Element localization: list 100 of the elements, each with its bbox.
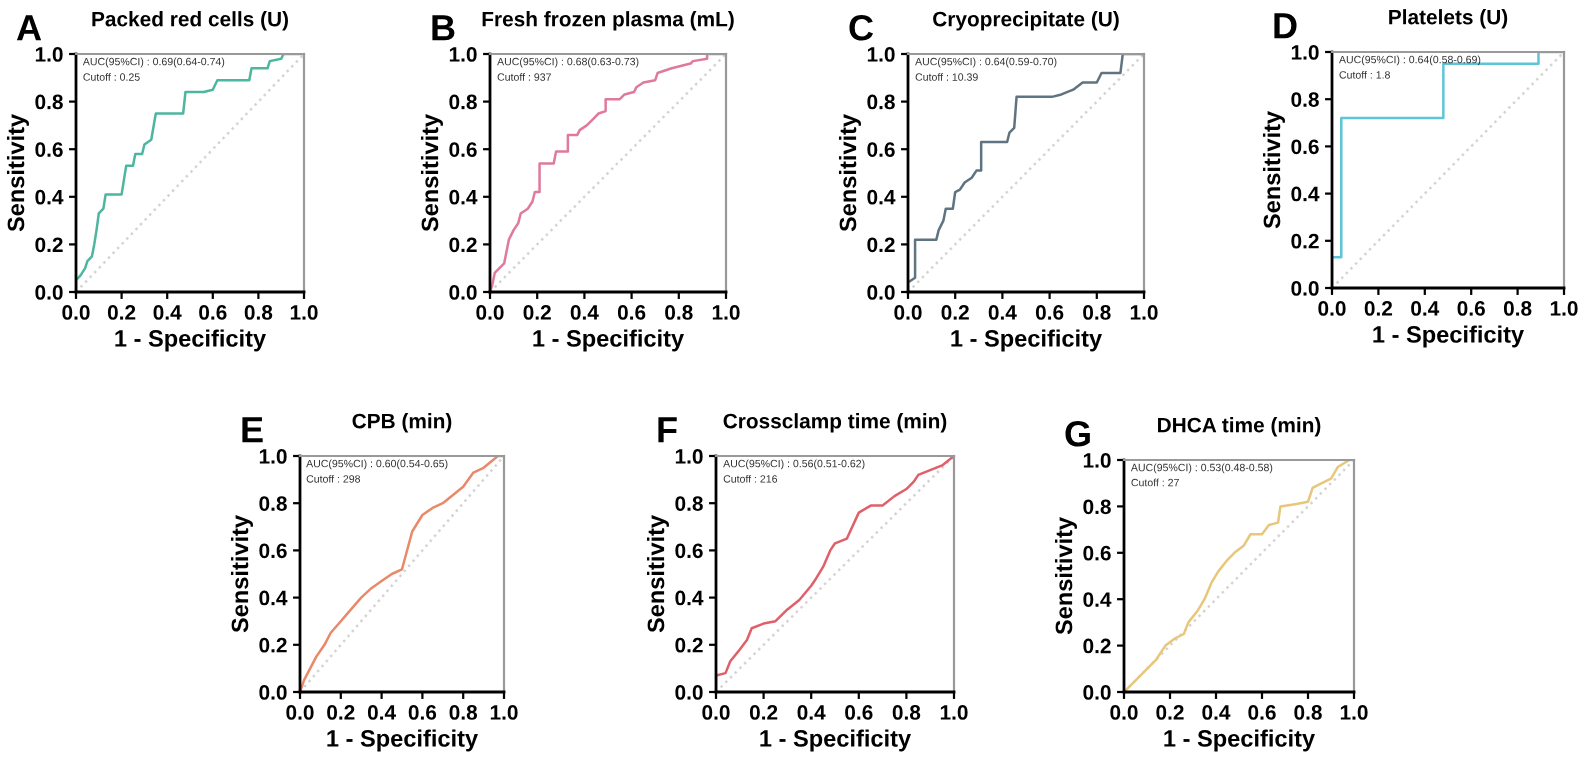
y-tick-label: 0.6 [35,142,63,157]
y-axis-title: Sensitivity [1262,111,1285,229]
y-tick-label: 0.0 [449,285,477,300]
y-tick-label: 0.2 [675,637,703,653]
x-tick-label: 0.8 [1503,301,1532,316]
x-tick-label: 0.8 [892,705,921,720]
y-axis-title: Sensitivity [420,114,443,232]
y-tick-label: 0.2 [259,637,287,653]
x-tick-label: 1.0 [940,705,968,720]
y-tick-label: 0.0 [1083,685,1111,700]
y-tick-label: 0.8 [867,94,895,110]
x-tick-label: 0.6 [199,305,227,320]
x-tick-label: 0.2 [941,305,969,320]
y-tick-label: 1.0 [259,449,287,464]
y-tick-label: 1.0 [35,47,63,62]
y-tick-label: 0.4 [259,590,288,606]
y-tick-label: 0.4 [1083,592,1112,607]
x-axis-title: 1 - Specificity [1373,325,1524,348]
y-axis-title: Sensitivity [646,515,669,633]
x-axis-title: 1 - Specificity [533,329,684,352]
y-tick-label: 1.0 [1291,45,1319,60]
y-tick-label: 0.0 [259,685,287,700]
y-tick-label: 1.0 [449,47,477,62]
y-tick-label: 0.2 [35,237,63,253]
chart-title: Packed red cells (U) [92,11,288,31]
y-axis-title: Sensitivity [230,515,253,633]
x-tick-label: 0.2 [107,305,136,320]
x-tick-label: 1.0 [1550,301,1578,316]
y-tick-label: 0.4 [35,189,64,205]
x-tick-label: 1.0 [1340,705,1368,720]
x-tick-label: 0.4 [988,305,1017,320]
y-tick-label: 0.8 [675,496,703,511]
y-tick-label: 0.2 [1291,233,1319,249]
x-tick-label: 1.0 [712,305,740,320]
text: F [658,417,677,443]
text: G [1065,420,1090,447]
x-tick-label: 0.0 [1318,301,1346,316]
x-tick-label: 0.2 [327,705,355,720]
y-tick-label: 0.6 [675,543,703,559]
x-tick-label: 0.0 [476,305,504,320]
y-tick-label: 0.6 [259,543,287,559]
x-tick-label: 0.6 [1248,705,1276,720]
text: B [432,15,455,41]
x-tick-label: 0.8 [244,305,273,320]
x-axis-title: 1 - Specificity [327,729,478,752]
y-tick-label: 0.4 [675,590,704,606]
y-tick-label: 0.2 [449,237,477,253]
y-tick-label: 0.6 [1083,545,1111,561]
x-tick-label: 0.2 [1364,301,1393,316]
x-axis-title: 1 - Specificity [115,329,266,352]
y-axis-title: Sensitivity [6,114,29,232]
y-axis-title: Sensitivity [1054,517,1077,635]
x-tick-label: 1.0 [1130,305,1158,320]
y-tick-label: 0.4 [867,189,896,205]
y-tick-label: 0.8 [35,94,63,110]
x-tick-label: 0.6 [408,705,437,720]
y-tick-label: 0.8 [1083,499,1111,515]
y-tick-label: 0.8 [1291,92,1319,107]
x-tick-label: 1.0 [290,305,318,320]
x-tick-label: 0.2 [523,305,551,320]
x-tick-label: 0.6 [1457,301,1485,316]
x-axis-title: 1 - Specificity [760,729,911,752]
y-tick-label: 0.6 [867,142,895,157]
x-tick-label: 0.4 [797,705,826,720]
x-tick-label: 0.0 [62,305,90,320]
chart-title: Crossclamp time (min) [723,413,947,433]
x-tick-label: 0.4 [570,305,599,320]
y-tick-label: 1.0 [1083,453,1111,468]
x-tick-label: 0.0 [1110,705,1138,720]
y-tick-label: 0.0 [675,685,703,700]
x-tick-label: 0.2 [749,705,778,720]
x-axis-title: 1 - Specificity [951,329,1102,352]
y-tick-label: 0.6 [1291,139,1319,155]
x-tick-label: 0.4 [367,705,396,720]
x-tick-label: 0.2 [1156,705,1184,720]
y-tick-label: 0.0 [867,285,895,300]
x-tick-label: 0.0 [894,305,922,320]
x-tick-label: 1.0 [490,705,518,720]
y-tick-label: 0.4 [449,189,478,205]
y-tick-label: 0.2 [1083,638,1111,654]
chart-title: Platelets (U) [1389,9,1508,29]
text: D [1274,13,1297,39]
chart-title: Fresh frozen plasma (mL) [482,11,734,31]
y-tick-label: 0.0 [1291,281,1319,296]
y-tick-label: 0.0 [35,285,63,300]
y-tick-label: 0.6 [449,142,477,157]
x-axis-title: 1 - Specificity [1164,729,1315,752]
x-tick-label: 0.6 [1035,305,1064,320]
y-tick-label: 1.0 [867,47,895,62]
x-tick-label: 0.0 [702,705,730,720]
y-tick-label: 0.4 [1291,186,1320,202]
x-tick-label: 0.4 [1202,705,1231,720]
x-tick-label: 0.6 [845,705,873,720]
text: A [16,15,42,41]
x-tick-label: 0.4 [1411,301,1440,316]
chart-title: Cryoprecipitate (U) [933,11,1119,31]
text: C [849,14,874,41]
y-tick-label: 0.8 [259,496,287,511]
chart-title: CPB (min) [352,413,452,433]
y-tick-label: 0.8 [449,94,477,110]
